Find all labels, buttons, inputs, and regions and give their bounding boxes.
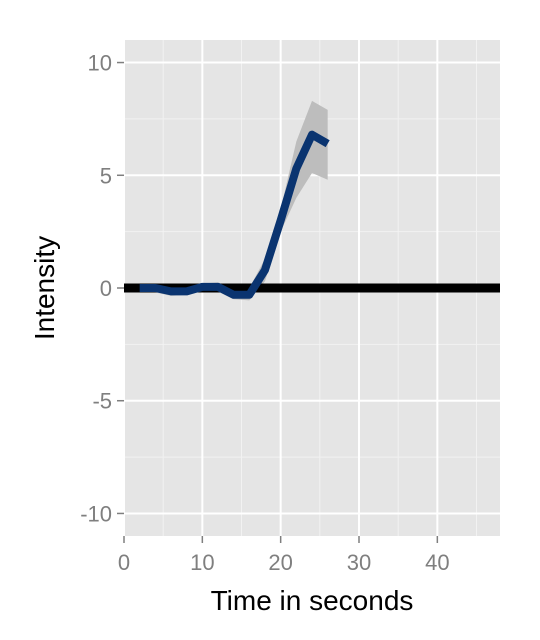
x-tick-label: 0 — [118, 550, 130, 575]
x-axis: 0 10 20 30 40 — [118, 536, 450, 575]
x-tick-label: 30 — [347, 550, 371, 575]
x-tick-label: 40 — [425, 550, 449, 575]
y-tick-label: -5 — [92, 389, 112, 414]
y-tick-label: 0 — [100, 276, 112, 301]
y-tick-label: 5 — [100, 163, 112, 188]
x-tick-label: 10 — [190, 550, 214, 575]
y-axis-title: Intensity — [29, 236, 60, 340]
x-tick-label: 20 — [268, 550, 292, 575]
series-layer — [139, 130, 330, 299]
y-axis: -10 -5 0 5 10 — [80, 51, 124, 526]
y-tick-label: 10 — [88, 51, 112, 76]
series-line — [139, 130, 330, 299]
x-axis-title: Time in seconds — [211, 585, 414, 616]
y-tick-label: -10 — [80, 501, 112, 526]
